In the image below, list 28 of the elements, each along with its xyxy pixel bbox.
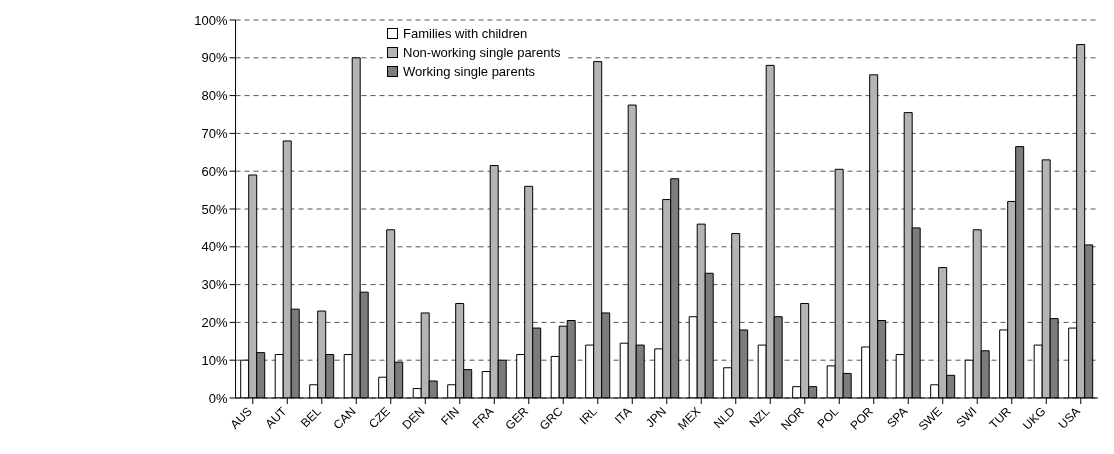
x-tick-label: NZL <box>746 403 773 431</box>
x-tick-label: POL <box>814 403 842 432</box>
y-tick-label: 50% <box>201 201 228 217</box>
y-tick-label: 60% <box>201 163 228 179</box>
y-tick-label: 20% <box>201 315 228 331</box>
x-tick-label: CZE <box>366 404 393 432</box>
x-tick-label: JPN <box>642 404 669 431</box>
x-tick-label: NLD <box>711 403 739 432</box>
y-tick-label: 90% <box>201 50 228 66</box>
legend-label: Families with children <box>403 25 528 43</box>
x-tick-label: FIN <box>438 404 462 428</box>
x-tick-label: BEL <box>297 404 325 431</box>
x-tick-label: IRL <box>576 404 601 428</box>
y-tick-label: 0% <box>208 390 228 406</box>
x-tick-label: SPA <box>884 404 911 431</box>
y-tick-label: 10% <box>201 352 228 368</box>
x-tick-label: FRA <box>469 404 497 432</box>
x-tick-label: SWI <box>953 404 980 431</box>
x-tick-label: USA <box>1055 404 1083 432</box>
legend-label: Working single parents <box>403 63 535 81</box>
legend-label: Non-working single parents <box>403 44 561 62</box>
y-tick-label: 40% <box>201 239 228 255</box>
x-tick-label: TUR <box>986 403 1015 432</box>
y-tick-label: 70% <box>201 126 228 142</box>
y-tick-label: 30% <box>201 277 228 293</box>
y-tick-label: 80% <box>201 88 228 104</box>
y-tick-label: 100% <box>194 12 228 28</box>
x-tick-label: ITA <box>611 404 635 427</box>
